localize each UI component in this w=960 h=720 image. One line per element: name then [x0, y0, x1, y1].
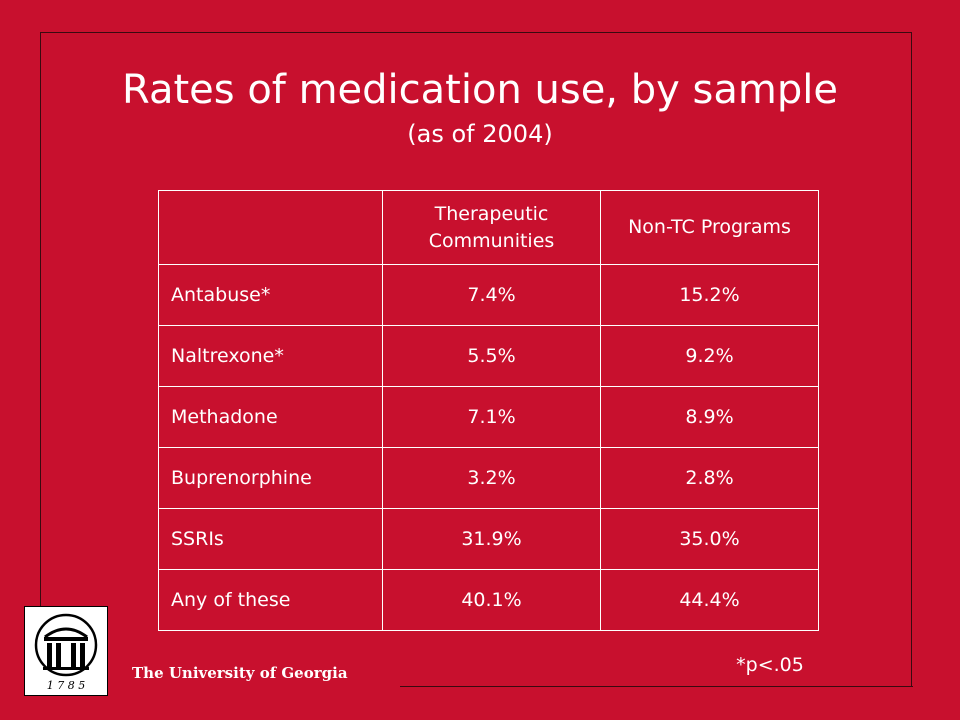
- row-label: Methadone: [158, 386, 383, 448]
- table-row: Antabuse* 7.4% 15.2%: [158, 264, 819, 326]
- row-label: Any of these: [158, 569, 383, 631]
- frame-bottom-line: [400, 686, 913, 687]
- table-row: Naltrexone* 5.5% 9.2%: [158, 325, 819, 387]
- row-label: Buprenorphine: [158, 447, 383, 509]
- header-cell-empty: [158, 190, 383, 265]
- non-tc-value: 8.9%: [600, 386, 819, 448]
- non-tc-value: 2.8%: [600, 447, 819, 509]
- table-row: Buprenorphine 3.2% 2.8%: [158, 447, 819, 509]
- slide-frame: [40, 32, 912, 687]
- tc-value: 40.1%: [382, 569, 601, 631]
- non-tc-value: 9.2%: [600, 325, 819, 387]
- table-row: Any of these 40.1% 44.4%: [158, 569, 819, 631]
- tc-value: 31.9%: [382, 508, 601, 570]
- tc-value: 5.5%: [382, 325, 601, 387]
- institution-name: The University of Georgia: [132, 664, 348, 682]
- non-tc-value: 44.4%: [600, 569, 819, 631]
- non-tc-value: 35.0%: [600, 508, 819, 570]
- table-header-row: Therapeutic Communities Non-TC Programs: [158, 190, 819, 265]
- slide-subtitle: (as of 2004): [407, 120, 553, 148]
- logo-year: 1 7 8 5: [47, 679, 85, 692]
- tc-value: 3.2%: [382, 447, 601, 509]
- header-cell-tc: Therapeutic Communities: [382, 190, 601, 265]
- uga-arch-logo: 1 7 8 5: [24, 606, 108, 696]
- slide-title: Rates of medication use, by sample: [122, 67, 838, 113]
- header-cell-non-tc: Non-TC Programs: [600, 190, 819, 265]
- arch-icon: 1 7 8 5: [34, 613, 98, 692]
- non-tc-value: 15.2%: [600, 264, 819, 326]
- row-label: SSRIs: [158, 508, 383, 570]
- row-label: Antabuse*: [158, 264, 383, 326]
- medication-table: Therapeutic Communities Non-TC Programs …: [158, 190, 819, 631]
- table-row: Methadone 7.1% 8.9%: [158, 386, 819, 448]
- tc-value: 7.4%: [382, 264, 601, 326]
- row-label: Naltrexone*: [158, 325, 383, 387]
- significance-footnote: *p<.05: [736, 654, 804, 676]
- table-row: SSRIs 31.9% 35.0%: [158, 508, 819, 570]
- tc-value: 7.1%: [382, 386, 601, 448]
